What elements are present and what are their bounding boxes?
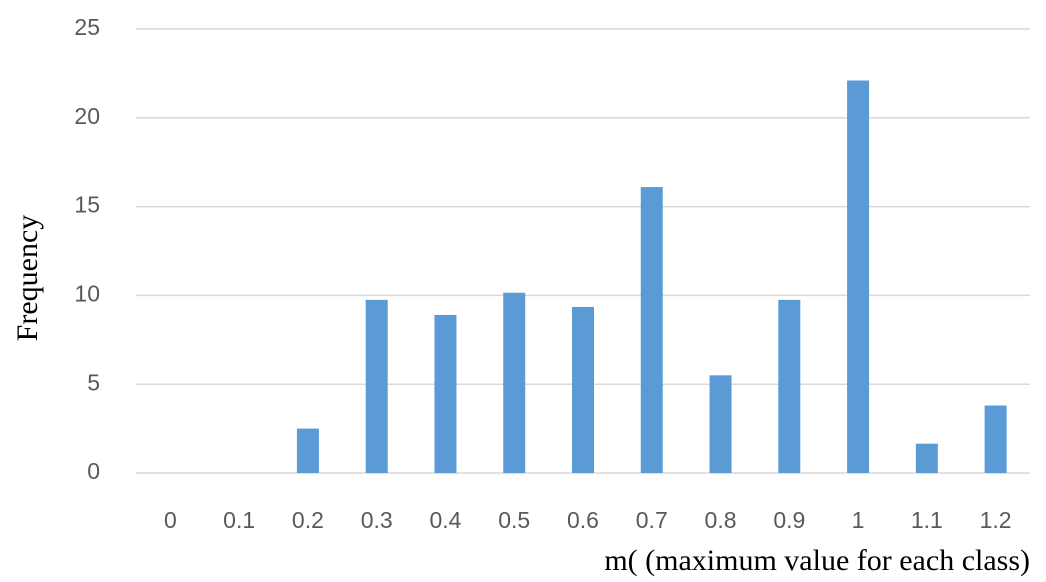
x-tick-label: 0.6: [567, 507, 599, 533]
bar: [503, 292, 526, 473]
x-tick-label: 1.1: [911, 507, 943, 533]
x-tick-label: 0.3: [361, 507, 393, 533]
x-tick-label: 0.8: [705, 507, 737, 533]
bar: [709, 375, 732, 473]
bar: [434, 314, 457, 473]
bar: [778, 299, 801, 473]
bar: [847, 80, 870, 473]
bar: [984, 405, 1007, 473]
y-tick-label: 25: [74, 14, 100, 40]
y-tick-label: 10: [74, 280, 100, 306]
x-tick-label: 0: [164, 507, 177, 533]
bar: [296, 428, 319, 473]
x-axis-title: m( (maximum value for each class): [604, 544, 1030, 577]
y-axis-title: Frequency: [11, 215, 44, 342]
bar: [915, 443, 938, 473]
y-tick-label: 0: [87, 458, 100, 484]
x-tick-label: 1.2: [980, 507, 1012, 533]
bar: [572, 306, 594, 473]
x-tick-label: 0.4: [429, 507, 461, 533]
x-tick-label: 0.7: [636, 507, 668, 533]
x-tick-label: 0.2: [292, 507, 324, 533]
bar: [365, 299, 388, 473]
x-tick-label: 0.9: [773, 507, 805, 533]
bar: [640, 187, 663, 473]
x-tick-label: 0.1: [223, 507, 255, 533]
x-tick-label: 1: [852, 507, 865, 533]
x-tick-label: 0.5: [498, 507, 530, 533]
y-tick-label: 5: [87, 369, 100, 395]
y-tick-label: 15: [74, 192, 100, 218]
y-tick-label: 20: [74, 103, 100, 129]
